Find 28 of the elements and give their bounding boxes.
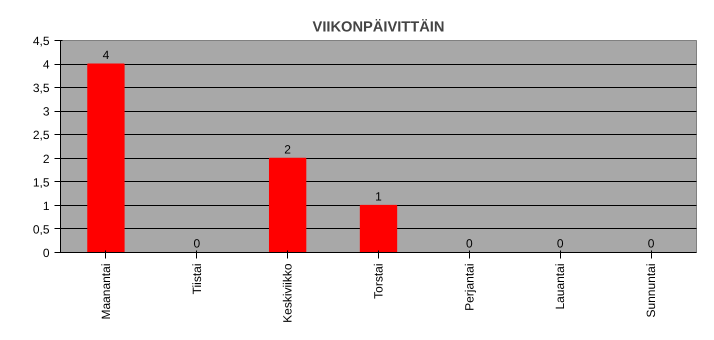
x-tick-label: Keskiviikko	[280, 263, 295, 323]
y-tick-label: 3	[42, 104, 50, 119]
y-tick-label: 1	[42, 198, 50, 213]
data-label: 4	[102, 48, 110, 62]
y-tick-label: 4,5	[32, 34, 50, 48]
chart-title: VIIKONPÄIVITTÄIN	[312, 18, 444, 36]
data-label: 0	[648, 236, 655, 250]
x-tick-label: Lauantai	[553, 263, 568, 310]
x-tick-label: Torstai	[372, 264, 386, 299]
data-label: 1	[375, 189, 382, 204]
y-tick-label: 1,5	[32, 175, 50, 190]
x-tick-label: Perjantai	[462, 263, 476, 311]
y-tick-label: 2,5	[32, 128, 50, 142]
data-label: 0	[466, 236, 474, 250]
y-tick-label: 0,5	[32, 222, 50, 236]
y-tick-label: 0	[42, 246, 50, 260]
data-label: 0	[193, 236, 200, 250]
bar	[360, 204, 398, 252]
y-tick-label: 4	[42, 58, 50, 72]
data-label: 2	[284, 142, 292, 156]
x-tick-label: Maanantai	[98, 263, 113, 320]
bar	[268, 158, 306, 252]
bar	[87, 64, 125, 252]
y-tick-label: 3,5	[32, 81, 50, 96]
x-tick-label: Tiistai	[190, 264, 204, 294]
x-tick-label: Sunnuntai	[644, 264, 658, 318]
data-label: 0	[556, 236, 564, 250]
y-tick-label: 2	[42, 152, 50, 166]
